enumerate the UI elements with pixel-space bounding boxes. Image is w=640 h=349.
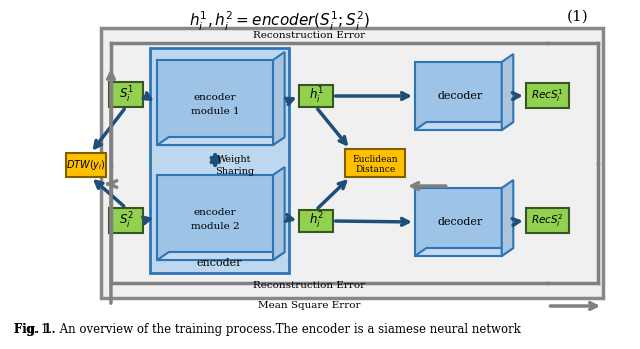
Text: $DTW(y_i)$: $DTW(y_i)$ [66, 158, 106, 172]
Text: decoder: decoder [438, 217, 483, 227]
FancyBboxPatch shape [299, 85, 333, 107]
FancyBboxPatch shape [101, 28, 603, 298]
Text: decoder: decoder [438, 91, 483, 101]
Text: encoder: encoder [194, 93, 236, 102]
FancyBboxPatch shape [109, 208, 143, 233]
Text: Reconstruction Error: Reconstruction Error [253, 30, 365, 39]
Text: Weight: Weight [217, 156, 252, 164]
Text: $h_i^1$: $h_i^1$ [308, 86, 323, 106]
Text: Mean Square Error: Mean Square Error [257, 300, 360, 310]
Text: Fig. 1.  An overview of the training process.The encoder is a siamese neural net: Fig. 1. An overview of the training proc… [15, 324, 522, 336]
Polygon shape [157, 60, 273, 145]
Polygon shape [415, 188, 502, 256]
Polygon shape [502, 54, 513, 130]
Text: module 2: module 2 [191, 222, 239, 231]
Polygon shape [157, 252, 285, 260]
Text: $h_i^1, h_i^2 = encoder(S_i^1; S_i^2)$: $h_i^1, h_i^2 = encoder(S_i^1; S_i^2)$ [189, 10, 371, 33]
Polygon shape [415, 62, 502, 130]
Text: encoder: encoder [196, 258, 243, 268]
FancyBboxPatch shape [526, 208, 569, 233]
Polygon shape [415, 122, 513, 130]
Text: $S_i^2$: $S_i^2$ [118, 210, 133, 231]
Polygon shape [273, 167, 285, 260]
Text: encoder: encoder [194, 208, 236, 217]
Text: $RecS_i^2$: $RecS_i^2$ [531, 212, 564, 229]
Polygon shape [157, 175, 273, 260]
Text: (1): (1) [567, 10, 589, 24]
Text: Euclidean: Euclidean [353, 155, 398, 163]
Text: Distance: Distance [355, 164, 396, 173]
Text: $S_i^1$: $S_i^1$ [118, 84, 133, 105]
Text: Fig. 1.: Fig. 1. [15, 324, 56, 336]
FancyBboxPatch shape [150, 48, 289, 273]
Polygon shape [415, 248, 513, 256]
Polygon shape [157, 137, 285, 145]
Text: Reconstruction Error: Reconstruction Error [253, 282, 365, 290]
FancyBboxPatch shape [346, 149, 405, 177]
Text: Sharing: Sharing [215, 166, 254, 176]
Polygon shape [273, 52, 285, 145]
FancyBboxPatch shape [109, 82, 143, 107]
Text: module 1: module 1 [191, 107, 239, 116]
Text: $h_i^2$: $h_i^2$ [308, 211, 323, 231]
FancyBboxPatch shape [299, 210, 333, 232]
FancyBboxPatch shape [526, 83, 569, 108]
Text: $RecS_i^1$: $RecS_i^1$ [531, 87, 564, 104]
Polygon shape [502, 180, 513, 256]
FancyBboxPatch shape [66, 153, 106, 177]
